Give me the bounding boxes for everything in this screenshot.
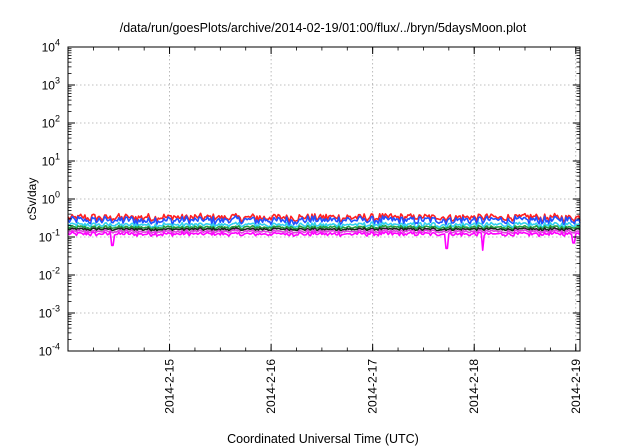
series-line-6 bbox=[67, 228, 581, 235]
x-tick-label: 2014-2-19 bbox=[569, 359, 583, 414]
x-tick-label: 2014-2-18 bbox=[467, 359, 481, 414]
y-tick-label: 102 bbox=[42, 114, 60, 131]
series-line-7 bbox=[67, 230, 581, 251]
y-tick-label: 10-2 bbox=[39, 266, 60, 283]
series-layer bbox=[67, 212, 581, 251]
chart-title: /data/run/goesPlots/archive/2014-02-19/0… bbox=[120, 21, 527, 35]
series-line-3 bbox=[67, 221, 581, 229]
y-tick-label: 100 bbox=[42, 190, 60, 207]
y-tick-label: 103 bbox=[42, 76, 60, 93]
y-tick-labels: 10-4 10-3 10-2 10-1 100 101 102 103 104 bbox=[39, 38, 60, 359]
x-axis-label: Coordinated Universal Time (UTC) bbox=[227, 432, 419, 446]
x-tick-label: 2014-2-15 bbox=[163, 359, 177, 414]
y-tick-label: 101 bbox=[42, 152, 60, 169]
series-line-1 bbox=[67, 212, 581, 224]
series-line-4 bbox=[67, 224, 581, 231]
y-axis-label: cSv/day bbox=[25, 178, 39, 221]
series-line-5 bbox=[67, 227, 581, 232]
y-tick-label: 10-1 bbox=[39, 228, 60, 245]
y-tick-label: 10-4 bbox=[39, 342, 60, 359]
series-line-2 bbox=[67, 215, 581, 227]
y-tick-label: 104 bbox=[42, 38, 60, 55]
y-tick-label: 10-3 bbox=[39, 304, 60, 321]
x-tick-label: 2014-2-17 bbox=[366, 359, 380, 414]
x-tick-labels: 2014-2-15 2014-2-16 2014-2-17 2014-2-18 2014… bbox=[163, 359, 583, 414]
grid-lines bbox=[68, 47, 580, 351]
ticks bbox=[67, 46, 580, 352]
x-tick-label: 2014-2-16 bbox=[264, 359, 278, 414]
